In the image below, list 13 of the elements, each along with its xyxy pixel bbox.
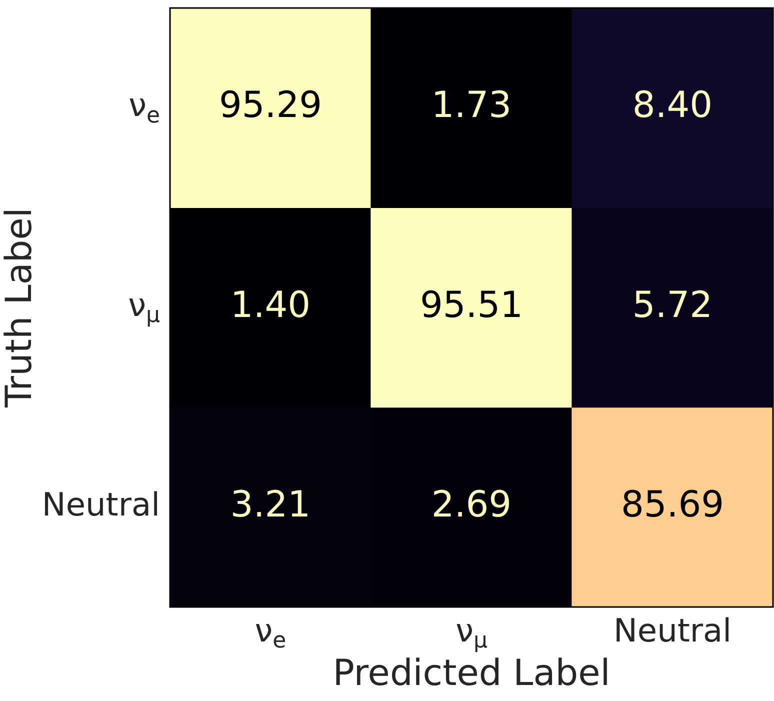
data-label: 5.72 <box>632 284 713 326</box>
x-tick-label: Neutral <box>613 611 732 650</box>
data-label: 1.73 <box>431 85 512 126</box>
y-tick-label: Neutral <box>42 485 160 524</box>
y-axis-title: Truth Label <box>0 208 40 408</box>
x-axis-title: Predicted Label <box>332 652 610 694</box>
data-label: 1.40 <box>230 284 311 326</box>
data-label: 2.69 <box>431 484 512 526</box>
data-label: 3.21 <box>230 484 311 526</box>
data-label: 8.40 <box>632 85 713 126</box>
data-label: 85.69 <box>620 484 724 526</box>
data-label: 95.51 <box>420 284 524 326</box>
data-label: 95.29 <box>218 85 322 126</box>
